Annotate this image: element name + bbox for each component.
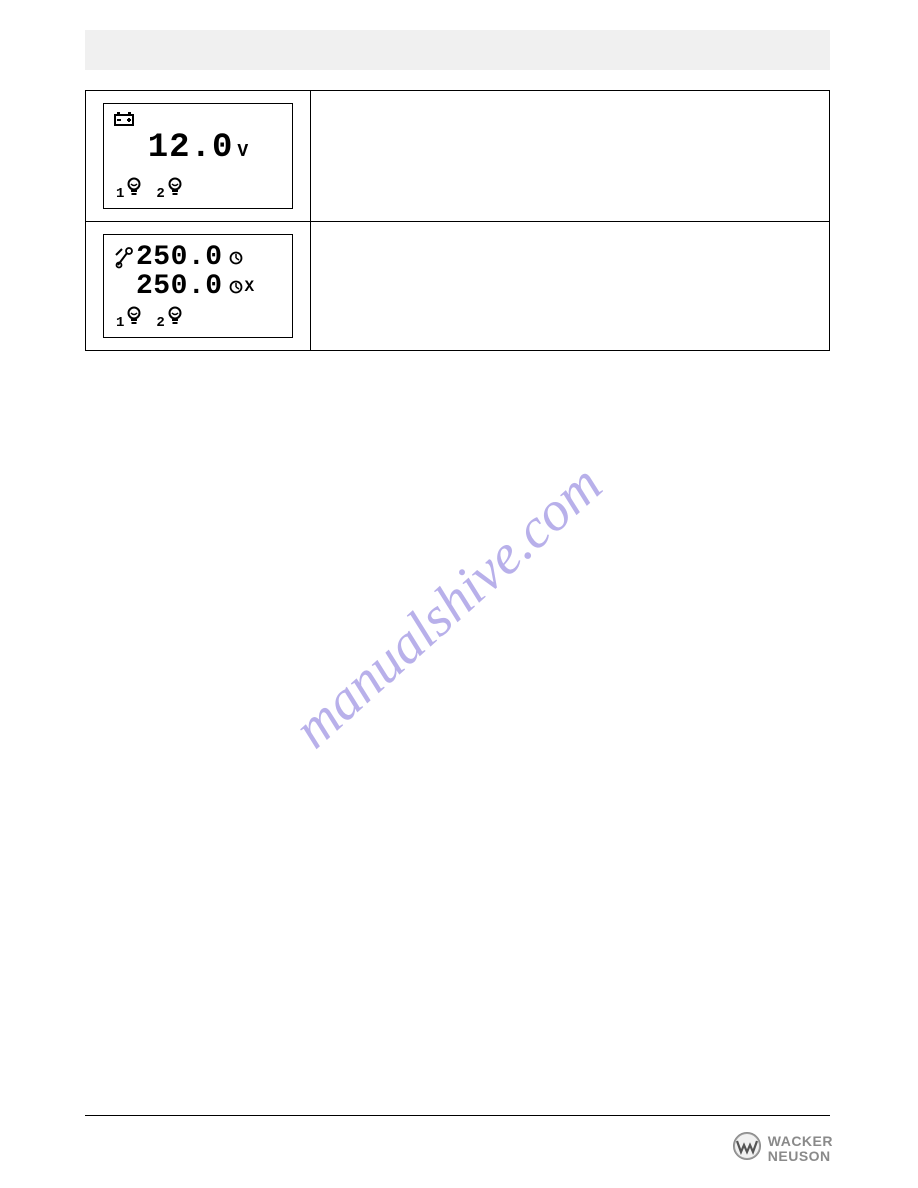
table-cell-right (311, 222, 829, 350)
light-number: 1 (116, 315, 124, 331)
table-cell-left: 12.0 V 1 (86, 91, 311, 221)
lcd-line-value: 250.0 (136, 243, 223, 272)
light-number: 1 (116, 186, 124, 202)
lcd-value-row: 12.0 V (114, 129, 282, 167)
info-table: 12.0 V 1 (85, 90, 830, 351)
lcd-display-hours: 250.0 250.0 (103, 234, 293, 338)
lcd-lights-row: 1 2 (114, 302, 282, 331)
watermark: manualshive.com (130, 260, 790, 920)
battery-icon (114, 112, 136, 131)
watermark-text: manualshive.com (282, 453, 614, 760)
footer-divider (85, 1115, 830, 1116)
table-row: 250.0 250.0 (86, 222, 829, 350)
bulb-icon (167, 177, 183, 202)
logo-line2: NEUSON (768, 1148, 831, 1164)
lcd-lights-row: 1 2 (114, 173, 282, 202)
table-cell-right (311, 91, 829, 221)
lcd-lines: 250.0 250.0 (114, 243, 282, 302)
footer-logo: WACKER NEUSON (732, 1131, 833, 1166)
light-indicator: 2 (156, 177, 182, 202)
light-indicator: 1 (116, 306, 142, 331)
maintenance-icon (114, 247, 136, 269)
lcd-unit: V (237, 142, 248, 162)
bulb-icon (126, 177, 142, 202)
bulb-icon (167, 306, 183, 331)
lcd-line: 250.0 X (114, 272, 282, 301)
lcd-line: 250.0 (114, 243, 282, 272)
clock-icon-with-x: X (229, 279, 255, 296)
lcd-value: 12.0 (148, 129, 234, 167)
logo-line1: WACKER (768, 1133, 833, 1149)
light-number: 2 (156, 186, 164, 202)
table-cell-left: 250.0 250.0 (86, 222, 311, 350)
logo-badge-icon (732, 1131, 762, 1166)
lcd-line-value: 250.0 (136, 272, 223, 301)
header-band (85, 30, 830, 70)
light-number: 2 (156, 315, 164, 331)
light-indicator: 1 (116, 177, 142, 202)
logo-text: WACKER NEUSON (768, 1134, 833, 1163)
x-suffix: X (245, 279, 255, 296)
clock-icon (229, 251, 243, 265)
lcd-display-battery: 12.0 V 1 (103, 103, 293, 209)
bulb-icon (126, 306, 142, 331)
light-indicator: 2 (156, 306, 182, 331)
table-row: 12.0 V 1 (86, 91, 829, 222)
